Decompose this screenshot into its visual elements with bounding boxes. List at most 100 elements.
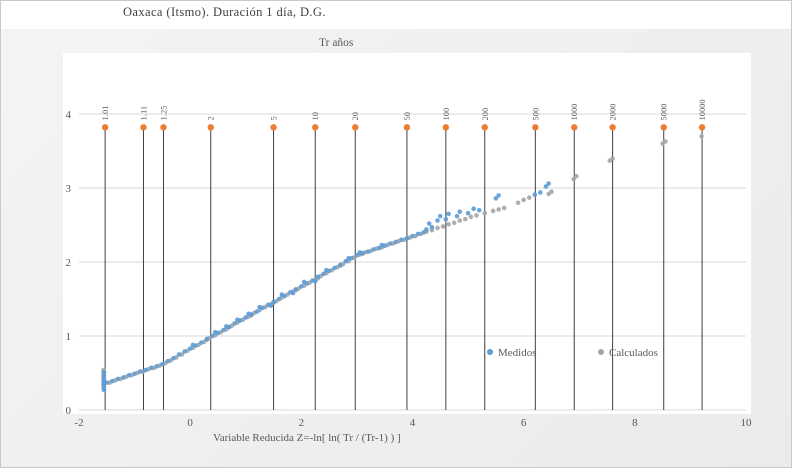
data-point <box>546 181 551 186</box>
data-point <box>154 364 160 369</box>
data-point <box>471 206 476 212</box>
data-point <box>132 371 137 377</box>
data-point <box>254 309 260 314</box>
tr-marker-dot <box>101 124 109 131</box>
data-point <box>468 214 474 220</box>
tr-marker-dot <box>207 124 214 131</box>
data-point <box>354 253 360 258</box>
y-tick-label: 3 <box>66 183 72 195</box>
y-tick-label: 2 <box>66 257 72 269</box>
data-point <box>165 358 171 364</box>
data-point <box>465 210 471 216</box>
data-point <box>496 193 501 198</box>
data-point <box>393 239 399 245</box>
data-point <box>410 233 415 239</box>
data-point <box>435 218 440 223</box>
data-point <box>293 287 299 292</box>
data-point <box>104 380 110 385</box>
data-point <box>137 369 143 374</box>
data-point <box>357 250 362 255</box>
data-point <box>501 205 507 211</box>
x-tick-label: 10 <box>741 417 753 429</box>
data-point <box>223 324 229 329</box>
data-point <box>532 192 538 197</box>
data-point <box>476 207 482 213</box>
data-point <box>446 221 451 227</box>
tr-line-label: 5 <box>270 116 279 120</box>
x-tick-label: 4 <box>410 417 416 429</box>
tr-marker-dot <box>312 124 319 131</box>
data-point <box>190 342 196 348</box>
tr-line-label: 50 <box>403 112 412 120</box>
y-tick-labels: 0 1 2 3 4 <box>66 109 72 417</box>
tr-lines <box>104 127 703 410</box>
legend-label-medidos: Medidos <box>498 347 537 359</box>
data-point <box>454 213 460 219</box>
data-point <box>446 211 451 217</box>
h-gridlines <box>79 113 746 411</box>
data-point <box>271 299 276 305</box>
data-point <box>379 242 385 248</box>
chart-title: Oaxaca (Itsmo). Duración 1 día, D.G. <box>123 5 326 19</box>
tr-marker-dot <box>160 124 167 131</box>
data-point <box>399 237 404 243</box>
x-tick-label: -2 <box>74 417 83 429</box>
data-point <box>574 173 579 179</box>
data-point <box>543 184 549 189</box>
calculados-marker-icon <box>598 349 604 355</box>
data-point <box>243 315 249 320</box>
medidos-marker-icon <box>487 349 493 355</box>
x-tick-label: 0 <box>187 417 193 429</box>
data-point <box>176 352 182 357</box>
tr-marker-dot <box>532 124 539 131</box>
y-tick-label: 4 <box>66 109 72 121</box>
tr-marker-dot <box>698 124 706 131</box>
data-point <box>424 227 429 232</box>
data-point <box>426 221 432 226</box>
tr-axis-title: Tr años <box>319 37 354 49</box>
data-point <box>232 321 237 326</box>
data-point <box>143 367 148 373</box>
data-point <box>312 278 318 284</box>
tr-line-label: 2000 <box>609 104 618 121</box>
data-point <box>371 247 376 252</box>
data-point <box>387 241 393 246</box>
data-point <box>463 216 468 222</box>
x-axis-title: Variable Reducida Z=-ln[ ln( Tr / (Tr-1)… <box>213 432 401 444</box>
data-point <box>346 255 351 261</box>
tr-marker-dot <box>140 124 147 131</box>
data-point <box>538 190 543 195</box>
data-point <box>496 207 501 212</box>
tr-marker-dot <box>571 124 578 131</box>
data-point <box>457 218 463 223</box>
x-tick-labels: -2 0 2 4 6 8 10 <box>74 417 752 429</box>
data-point <box>376 245 382 251</box>
data-point <box>571 176 576 182</box>
data-point <box>474 213 479 218</box>
tr-marker-dot <box>270 124 277 131</box>
y-tick-label: 1 <box>66 331 72 343</box>
series-medidos <box>101 181 551 393</box>
data-point <box>101 369 107 375</box>
data-point <box>268 303 274 308</box>
data-point <box>610 156 615 161</box>
data-point <box>482 210 488 216</box>
data-point <box>324 267 329 273</box>
legend-item-calculados[interactable]: Calculados <box>598 347 658 359</box>
tr-line-label: 20 <box>351 112 360 120</box>
tr-marker-dot <box>660 124 667 131</box>
data-point <box>115 376 121 382</box>
data-point <box>663 139 668 144</box>
data-point <box>126 372 132 378</box>
tr-line-label: 1.01 <box>101 106 110 121</box>
data-point <box>301 279 307 285</box>
tr-marker-dot <box>442 124 450 131</box>
legend-item-medidos[interactable]: Medidos <box>487 347 537 359</box>
x-tick-label: 8 <box>632 417 638 429</box>
tr-line-label: 2 <box>207 116 216 120</box>
data-point <box>415 231 421 237</box>
y-tick-label: 0 <box>66 405 72 417</box>
data-point <box>204 336 210 342</box>
tr-line-label: 500 <box>531 108 540 121</box>
